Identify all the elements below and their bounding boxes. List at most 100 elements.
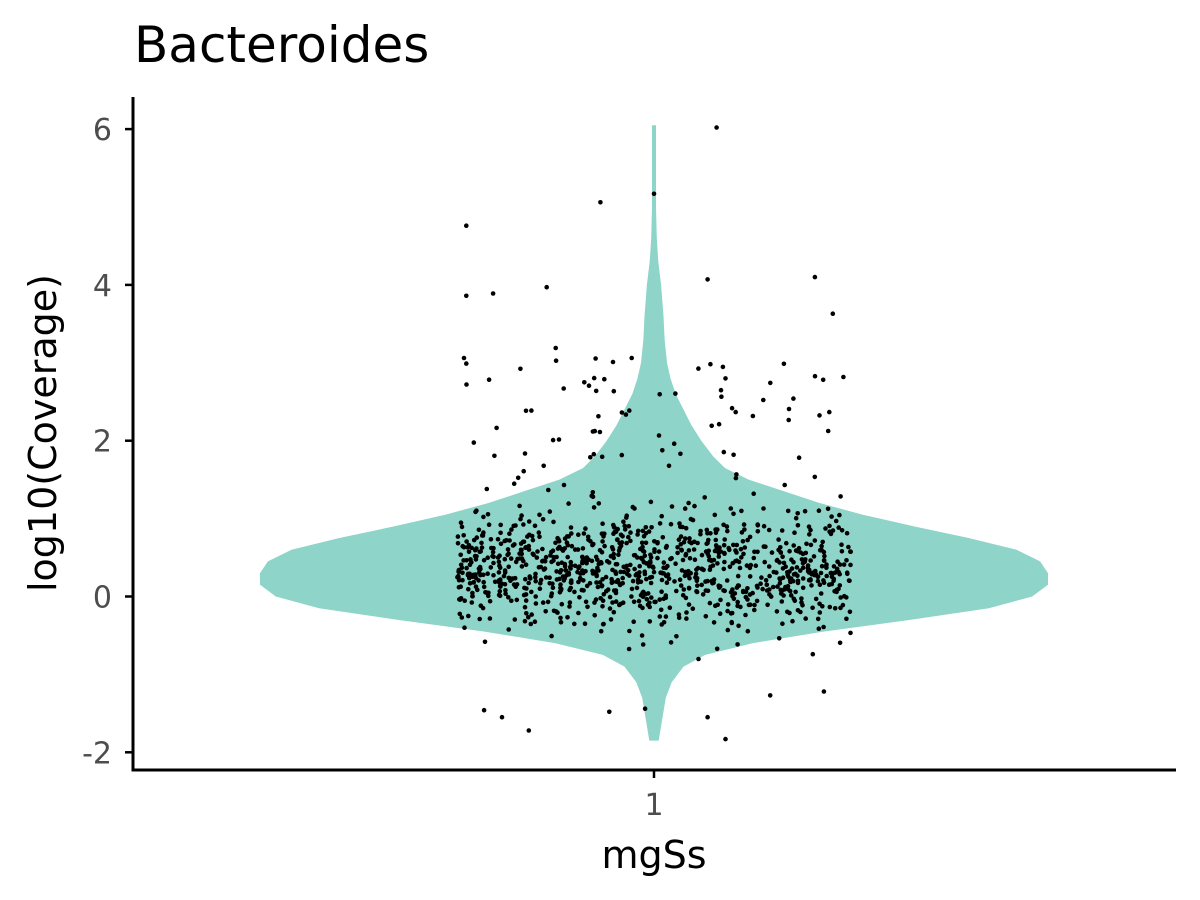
y-tick-label: 0	[93, 581, 112, 616]
data-point	[600, 622, 606, 627]
data-point	[591, 505, 597, 510]
data-point	[707, 557, 712, 563]
data-point	[541, 567, 547, 572]
data-point	[543, 554, 549, 560]
data-point	[785, 570, 790, 575]
data-point	[838, 494, 843, 499]
data-point	[728, 506, 734, 511]
data-point	[640, 642, 646, 647]
data-point	[507, 538, 512, 543]
data-point	[533, 601, 539, 606]
data-point	[805, 563, 811, 568]
data-point	[709, 423, 714, 429]
data-point	[657, 521, 663, 526]
plot-area	[260, 125, 1048, 742]
data-point	[541, 463, 546, 469]
data-point	[519, 551, 524, 557]
data-point	[559, 601, 565, 607]
data-point	[509, 527, 514, 532]
data-point	[634, 585, 640, 591]
data-point	[745, 628, 751, 634]
data-point	[815, 616, 821, 622]
data-point	[540, 546, 545, 552]
data-point	[651, 565, 656, 570]
data-point	[578, 577, 583, 582]
data-point	[465, 545, 470, 550]
data-point	[791, 543, 796, 548]
data-point	[729, 405, 735, 411]
data-point	[648, 560, 653, 565]
data-point	[593, 356, 598, 361]
data-point	[491, 560, 496, 566]
data-point	[496, 559, 502, 565]
data-point	[675, 545, 680, 550]
data-point	[837, 571, 842, 577]
data-point	[692, 557, 698, 562]
data-point	[610, 359, 616, 365]
data-point	[780, 554, 785, 560]
data-point	[703, 588, 709, 593]
data-point	[778, 550, 783, 555]
data-point	[699, 566, 705, 572]
data-point	[651, 569, 657, 575]
data-point	[503, 591, 508, 596]
data-point	[755, 523, 761, 528]
data-point	[628, 562, 633, 568]
data-point	[537, 586, 543, 591]
data-point	[629, 355, 634, 361]
data-point	[458, 552, 464, 558]
data-point	[765, 602, 770, 608]
data-point	[513, 559, 519, 565]
data-point	[780, 621, 785, 626]
data-point	[657, 614, 663, 619]
data-point	[734, 472, 739, 477]
x-tick-label: 1	[644, 788, 663, 823]
data-point	[844, 570, 850, 575]
data-point	[830, 311, 836, 317]
data-point	[497, 563, 502, 568]
data-point	[676, 612, 682, 617]
data-point	[598, 200, 603, 205]
data-point	[839, 542, 844, 547]
data-point	[716, 421, 722, 427]
data-point	[533, 594, 538, 599]
data-point	[832, 606, 838, 611]
data-point	[482, 639, 488, 645]
data-point	[661, 596, 666, 602]
data-point	[629, 586, 635, 592]
data-point	[725, 602, 731, 607]
data-point	[816, 626, 822, 631]
data-point	[580, 546, 586, 551]
data-point	[816, 508, 822, 513]
data-point	[741, 522, 747, 527]
data-point	[488, 537, 494, 542]
data-point	[776, 537, 781, 542]
data-point	[557, 590, 563, 595]
data-point	[821, 624, 826, 630]
data-point	[647, 600, 652, 606]
data-point	[559, 546, 565, 552]
data-point	[761, 523, 767, 529]
data-point	[527, 574, 532, 579]
data-point	[460, 543, 466, 549]
data-point	[466, 586, 471, 592]
data-point	[656, 549, 662, 554]
data-point	[615, 577, 621, 583]
data-point	[802, 559, 808, 565]
data-point	[529, 612, 534, 617]
violin-shape	[260, 125, 1048, 741]
data-point	[686, 602, 692, 607]
data-point	[776, 636, 782, 641]
data-point	[550, 437, 556, 443]
data-point	[640, 528, 646, 534]
data-point	[617, 540, 622, 546]
data-point	[727, 564, 733, 570]
data-point	[682, 573, 688, 579]
data-point	[521, 522, 526, 527]
data-point	[779, 599, 785, 604]
data-point	[613, 599, 619, 604]
data-point	[576, 532, 581, 537]
data-point	[579, 587, 585, 593]
data-point	[484, 486, 490, 492]
data-point	[702, 495, 707, 500]
